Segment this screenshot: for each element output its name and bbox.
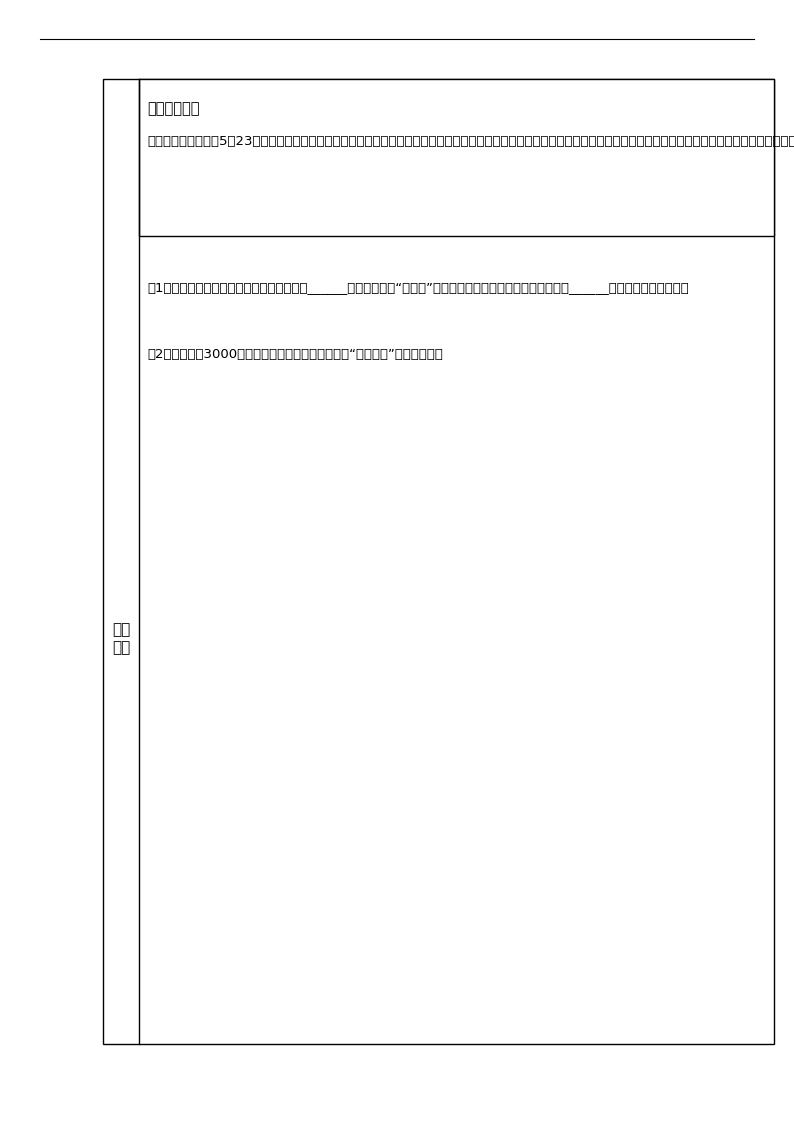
Text: 四：学以致用: 四：学以致用 [148, 101, 200, 116]
Wedge shape [453, 487, 548, 546]
Wedge shape [454, 432, 643, 623]
Bar [163, 640, 192, 651]
Bar [278, 472, 308, 651]
Text: （1）根据图中信息，本次调查共随机抖查了______名学生，其中“不了解”在如形统计图中对应的圆心角的度数是______，并补全条形统计图；: （1）根据图中信息，本次调查共随机抖查了______名学生，其中“不了解”在如形… [148, 281, 689, 294]
Text: 7: 7 [375, 559, 382, 569]
Text: 72%: 72% [416, 874, 441, 886]
Text: 16: 16 [287, 458, 299, 468]
Text: 条形统计图: 条形统计图 [258, 705, 298, 719]
Text: 3: 3 [345, 604, 352, 614]
Text: 组别: 组别 [410, 681, 425, 694]
Text: 不了解: 不了解 [287, 510, 308, 522]
Bar [333, 618, 364, 651]
Text: 比较了解: 比较了解 [414, 825, 443, 839]
Text: 央视新闻报道从5月23日起，在《朝闻天下》、《新闻直播间》、《新闻联播》和《东方时空》等多个栏目播放《鳟鱼洟游季探秘青海湖》新闻节目，广受全国观众关注。青海电视: 央视新闻报道从5月23日起，在《朝闻天下》、《新闻直播间》、《新闻联播》和《东方… [148, 135, 794, 148]
Bar [248, 427, 278, 651]
Text: 20: 20 [256, 413, 269, 423]
Y-axis label: 人数: 人数 [112, 521, 125, 535]
Text: 1: 1 [174, 627, 181, 637]
Text: 课堂
练习: 课堂 练习 [112, 622, 130, 655]
Text: （2）该校共有3000名学生，试估计该校所有学生中“非常了解”的有多少名？: （2）该校共有3000名学生，试估计该校所有学生中“非常了解”的有多少名？ [148, 348, 444, 362]
Wedge shape [461, 432, 548, 528]
Text: 非常了解: 非常了解 [545, 462, 574, 475]
Text: 扇形统计图: 扇形统计图 [528, 700, 568, 712]
Legend: 女生, 男生: 女生, 男生 [346, 410, 399, 445]
Bar [364, 573, 393, 651]
